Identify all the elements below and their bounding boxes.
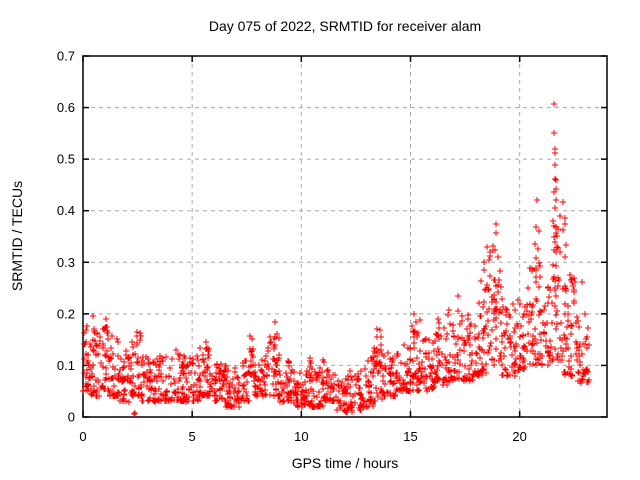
svg-text:20: 20 bbox=[512, 429, 526, 444]
svg-text:5: 5 bbox=[189, 429, 196, 444]
svg-text:15: 15 bbox=[403, 429, 417, 444]
svg-text:0.3: 0.3 bbox=[57, 255, 75, 270]
svg-text:0: 0 bbox=[68, 410, 75, 425]
plot-border bbox=[82, 55, 608, 418]
svg-text:0.4: 0.4 bbox=[57, 203, 75, 218]
svg-text:10: 10 bbox=[294, 429, 308, 444]
chart-title: Day 075 of 2022, SRMTID for receiver ala… bbox=[209, 18, 481, 34]
svg-text:0.1: 0.1 bbox=[57, 358, 75, 373]
svg-text:0.5: 0.5 bbox=[57, 152, 75, 167]
svg-text:0.2: 0.2 bbox=[57, 306, 75, 321]
tick-labels: 0 5 10 15 20 0 0.1 0.2 0.3 0.4 0.5 0.6 0.7 bbox=[57, 49, 527, 445]
svg-text:0.7: 0.7 bbox=[57, 49, 75, 64]
y-axis-label: SRMTID / TECUs bbox=[9, 181, 25, 291]
svg-text:0: 0 bbox=[79, 429, 86, 444]
x-axis-label: GPS time / hours bbox=[292, 455, 399, 471]
svg-text:0.6: 0.6 bbox=[57, 100, 75, 115]
data-points bbox=[80, 101, 592, 417]
